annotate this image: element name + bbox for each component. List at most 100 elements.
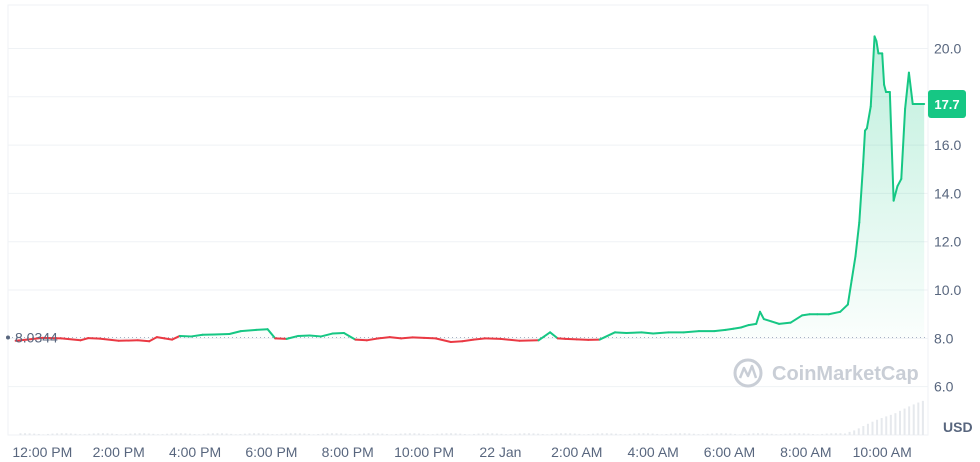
volume-bar	[582, 434, 585, 435]
price-segment	[308, 334, 323, 338]
volume-bar	[285, 433, 288, 435]
volume-bar	[546, 434, 549, 435]
price-segment	[747, 322, 758, 327]
price-segment	[136, 339, 151, 343]
volume-bar	[605, 433, 608, 435]
volume-bar	[326, 433, 329, 435]
price-segment	[163, 337, 174, 341]
price-segment	[266, 328, 277, 340]
volume-bar	[303, 433, 306, 435]
volume-bar	[811, 434, 814, 435]
price-segment	[537, 331, 552, 342]
volume-bar	[266, 433, 269, 435]
volume-bar	[624, 434, 627, 435]
volume-bar	[500, 433, 503, 435]
volume-bar	[491, 433, 494, 435]
price-segment	[907, 71, 914, 106]
volume-bar	[79, 434, 82, 435]
volume-bar	[124, 433, 127, 435]
volume-bar	[253, 433, 256, 435]
volume-bar	[656, 433, 659, 435]
volume-bar	[46, 433, 49, 435]
volume-bar	[243, 433, 246, 435]
volume-bar	[775, 434, 778, 435]
volume-bar	[853, 430, 856, 435]
price-area	[15, 36, 925, 338]
volume-bar	[65, 433, 68, 435]
price-segment	[789, 314, 804, 324]
volume-bar	[912, 404, 915, 435]
volume-bar	[889, 414, 892, 435]
volume-bar	[19, 433, 22, 435]
volume-bar	[427, 434, 430, 435]
volume-bar	[564, 433, 567, 435]
volume-bar	[651, 433, 654, 435]
volume-bar	[770, 433, 773, 435]
price-segment	[365, 337, 380, 342]
volume-bar	[724, 433, 727, 435]
y-tick-label: 20.0	[934, 40, 961, 56]
volume-bar	[239, 434, 242, 435]
x-tick-label: 6:00 AM	[704, 444, 755, 460]
price-segment	[155, 336, 166, 340]
volume-bar	[138, 433, 141, 435]
price-segment	[875, 40, 880, 55]
price-segment	[883, 83, 888, 93]
volume-bar	[184, 433, 187, 435]
volume-bar	[784, 433, 787, 435]
volume-bar	[642, 433, 645, 435]
price-segment	[770, 320, 781, 325]
current-price-badge-bg	[928, 90, 966, 119]
volume-bar	[463, 434, 466, 435]
price-segment	[26, 336, 44, 341]
watermark-text: CoinMarketCap	[772, 363, 919, 385]
volume-bar	[532, 433, 535, 435]
x-tick-label: 10:00 PM	[394, 444, 454, 460]
y-tick-label: 8.0	[934, 330, 954, 346]
volume-bar	[610, 433, 613, 435]
volume-bar	[340, 433, 343, 435]
volume-bar	[711, 433, 714, 435]
currency-unit: USD	[943, 419, 973, 435]
price-segment	[682, 330, 700, 334]
volume-bar	[372, 433, 375, 435]
price-segment	[388, 336, 403, 340]
volume-bar	[408, 433, 411, 435]
volume-bar	[367, 433, 370, 435]
volume-bars	[19, 400, 924, 435]
volume-bar	[363, 433, 366, 435]
volume-bar	[51, 433, 54, 435]
volume-bar	[440, 433, 443, 435]
price-segment	[60, 337, 82, 342]
volume-bar	[454, 433, 457, 435]
price-segment	[858, 163, 865, 224]
price-segment	[148, 336, 158, 343]
volume-bar	[871, 421, 874, 435]
volume-bar	[468, 434, 471, 435]
volume-bar	[115, 434, 118, 435]
volume-bar	[569, 433, 572, 435]
volume-bar	[147, 433, 150, 435]
price-segment	[732, 326, 742, 330]
price-segment	[434, 337, 452, 343]
price-segment	[900, 107, 907, 180]
volume-bar	[702, 434, 705, 435]
volume-bar	[921, 400, 924, 435]
x-tick-label: 2:00 AM	[551, 444, 602, 460]
volume-bar	[445, 433, 448, 435]
watermark: CoinMarketCap	[733, 358, 919, 388]
volume-bar	[321, 433, 324, 435]
volume-bar	[482, 433, 485, 435]
volume-bar	[509, 434, 512, 435]
price-segment	[801, 313, 811, 317]
volume-bar	[614, 433, 617, 435]
price-segment	[342, 332, 357, 341]
volume-bar	[587, 434, 590, 435]
volume-bar	[747, 433, 750, 435]
volume-bar	[120, 434, 123, 435]
volume-bar	[198, 434, 201, 435]
volume-bar	[601, 433, 604, 435]
coinmarketcap-logo-icon	[733, 358, 763, 388]
open-price-dot	[6, 335, 10, 340]
volume-bar	[312, 434, 315, 435]
